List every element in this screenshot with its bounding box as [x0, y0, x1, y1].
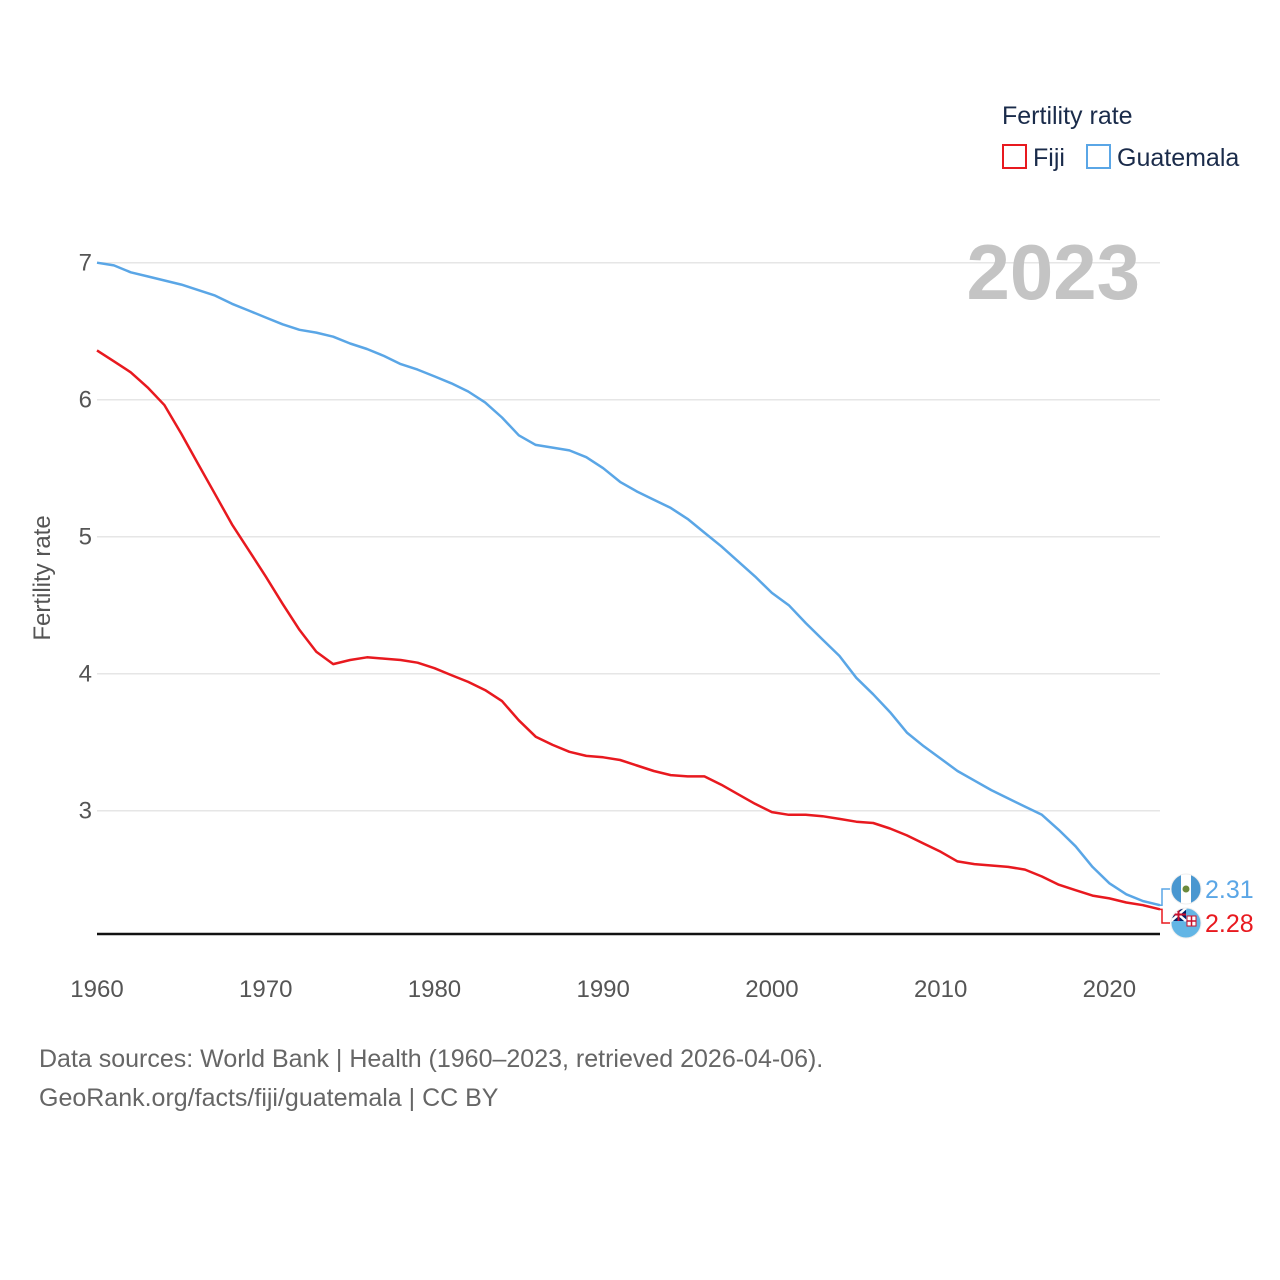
x-tick-label: 2020 [1083, 976, 1136, 1003]
series-lines [96, 261, 1161, 911]
legend-label-fiji: Fiji [1033, 144, 1065, 172]
end-connector [1160, 908, 1170, 924]
license-line[interactable]: GeoRank.org/facts/fiji/guatemala | CC BY [39, 1084, 499, 1112]
x-tick-label: 2000 [745, 976, 798, 1003]
legend: Fertility rate Fiji Guatemala [1002, 102, 1239, 172]
year-watermark: 2023 [966, 228, 1140, 316]
legend-item-fiji[interactable]: Fiji [1002, 144, 1065, 172]
end-connector [1160, 888, 1170, 906]
source-line: Data sources: World Bank | Health (1960–… [39, 1045, 824, 1073]
x-tick-label: 2010 [914, 976, 967, 1003]
y-tick-label: 6 [79, 387, 92, 414]
flag-ring [1170, 873, 1202, 905]
y-axis-label: Fertility rate [29, 515, 56, 640]
end-value-label-fiji: 2.28 [1205, 910, 1254, 938]
legend-item-guatemala[interactable]: Guatemala [1086, 144, 1239, 172]
x-tick-label: 1970 [239, 976, 292, 1003]
fiji-flag-icon [1170, 907, 1202, 939]
x-tick-label: 1990 [576, 976, 629, 1003]
end-marker-fiji: 2.28 [1160, 907, 1254, 939]
y-axis-ticks: 3 4 5 6 7 [79, 250, 92, 825]
series-line-fiji[interactable] [96, 349, 1161, 911]
series-end-markers: 2.28 2.31 [1160, 873, 1254, 939]
grid-lines [97, 261, 1160, 812]
legend-swatch-guatemala [1086, 144, 1111, 169]
legend-title: Fertility rate [1002, 102, 1133, 130]
legend-label-guatemala: Guatemala [1117, 144, 1239, 172]
y-tick-label: 5 [79, 524, 92, 551]
x-axis-ticks: 1960 1970 1980 1990 2000 2010 2020 [70, 976, 1136, 1003]
end-marker-guatemala: 2.31 [1160, 873, 1254, 906]
flag-ring [1170, 907, 1202, 939]
x-tick-label: 1980 [408, 976, 461, 1003]
series-line-guatemala[interactable] [96, 261, 1161, 907]
y-tick-label: 4 [79, 661, 92, 688]
x-tick-label: 1960 [70, 976, 123, 1003]
y-tick-label: 3 [79, 798, 92, 825]
end-value-label-guatemala: 2.31 [1205, 876, 1254, 904]
legend-swatch-fiji [1002, 144, 1027, 169]
guatemala-flag-icon [1170, 873, 1202, 905]
y-tick-label: 7 [79, 250, 92, 277]
